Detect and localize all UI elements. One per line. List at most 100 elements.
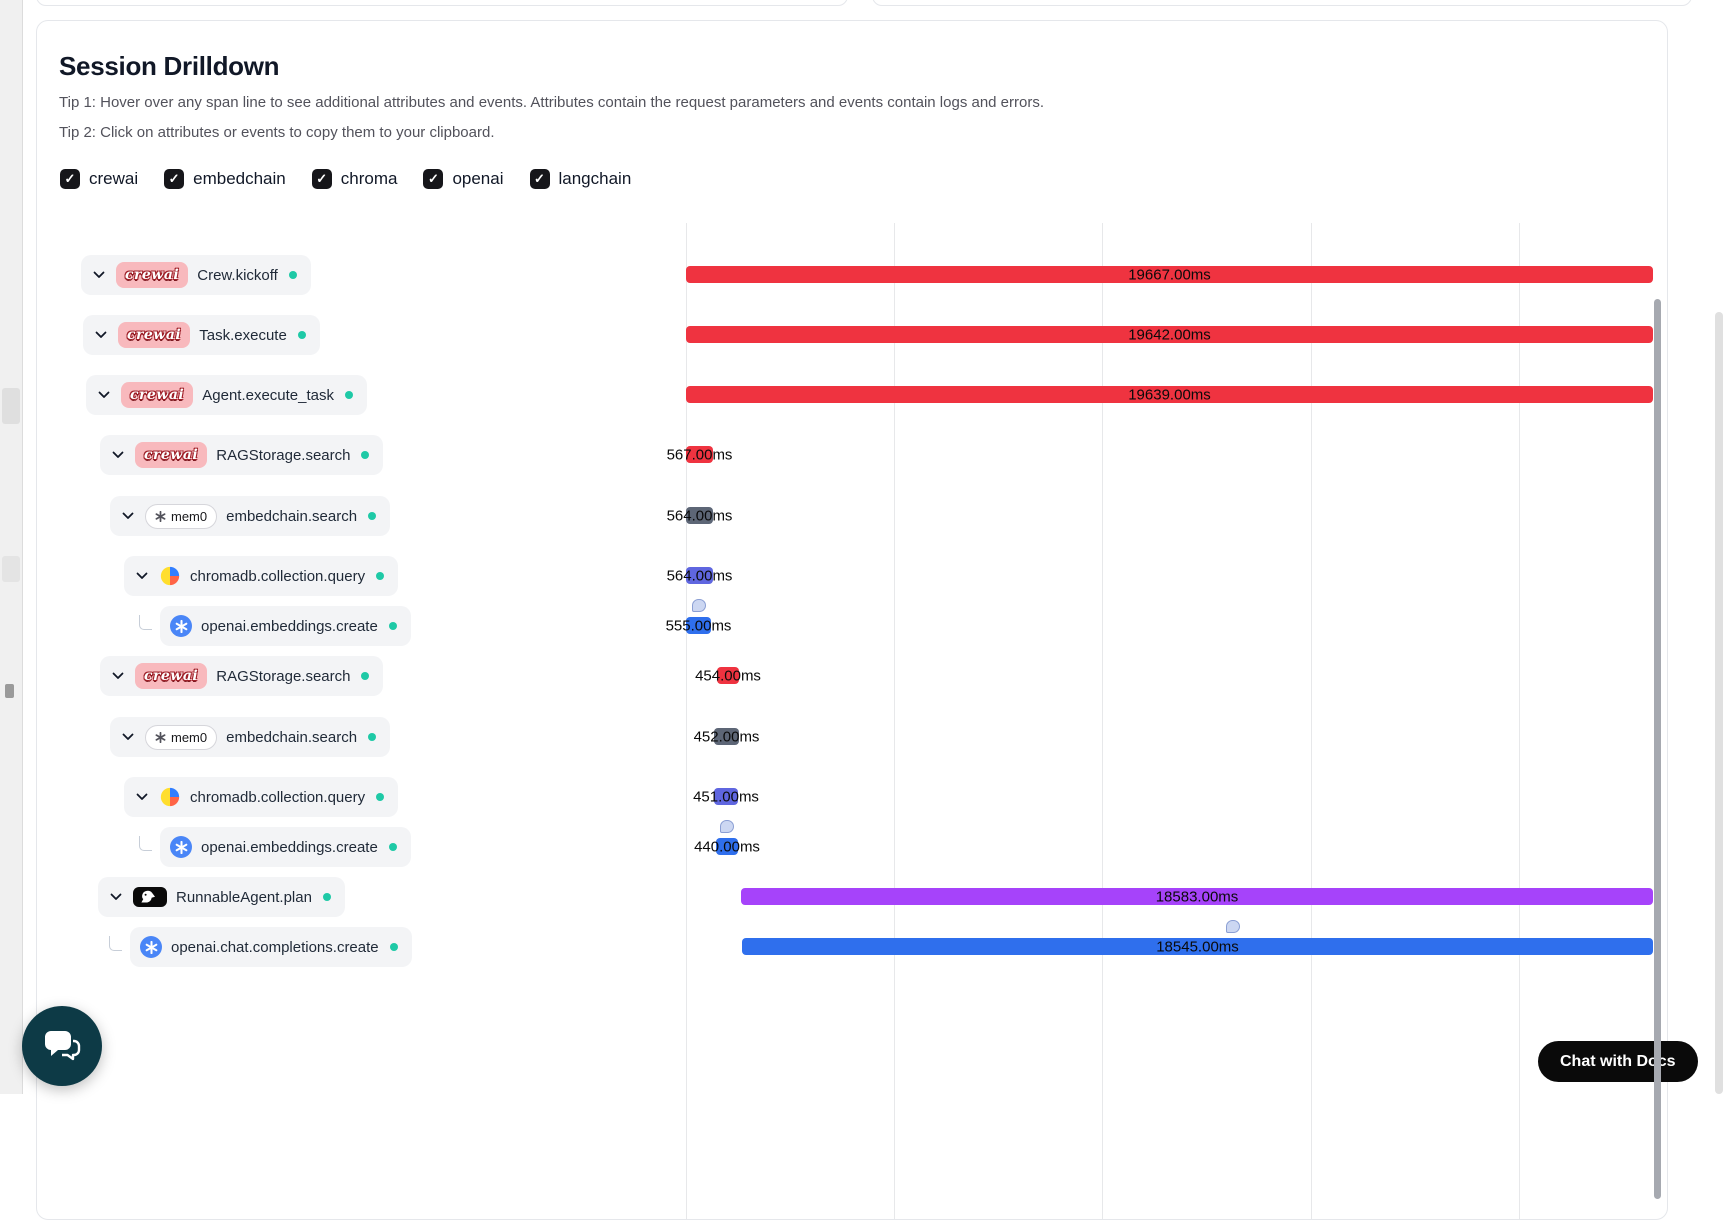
checkbox-checked-icon[interactable]	[164, 169, 184, 189]
span-name: Crew.kickoff	[197, 267, 278, 284]
trace-row: openai.embeddings.create 555.00ms	[37, 606, 1668, 646]
event-bubble-icon[interactable]	[720, 820, 734, 833]
trace-row: chromadb.collection.query 564.00ms	[37, 556, 1668, 596]
trace-row: crewai Agent.execute_task 19639.00ms	[37, 375, 1668, 415]
span-bar[interactable]: 19639.00ms	[686, 386, 1653, 403]
status-dot	[376, 572, 384, 580]
filter-chroma[interactable]: chroma	[312, 169, 398, 189]
openai-logo-icon	[170, 615, 192, 637]
checkbox-checked-icon[interactable]	[423, 169, 443, 189]
status-dot	[390, 943, 398, 951]
tip-text-2: Tip 2: Click on attributes or events to …	[59, 124, 494, 141]
chevron-down-icon[interactable]	[91, 267, 107, 283]
filter-label: langchain	[559, 169, 632, 189]
span-name: openai.chat.completions.create	[171, 939, 379, 956]
status-dot	[389, 843, 397, 851]
span-row-pill[interactable]: openai.embeddings.create	[160, 827, 411, 867]
span-row-pill[interactable]: openai.embeddings.create	[160, 606, 411, 646]
trace-row: chromadb.collection.query 451.00ms	[37, 777, 1668, 817]
span-duration: 567.00ms	[667, 446, 733, 463]
span-bar[interactable]: 564.00ms	[686, 567, 713, 584]
status-dot	[361, 451, 369, 459]
span-row-pill[interactable]: crewai Crew.kickoff	[81, 255, 311, 295]
crewai-logo-text: crewai	[144, 668, 198, 684]
span-duration: 18545.00ms	[1156, 938, 1239, 955]
trace-row: mem0 embedchain.search 452.00ms	[37, 717, 1668, 757]
span-bar[interactable]: 454.00ms	[717, 667, 739, 684]
span-row-pill[interactable]: mem0 embedchain.search	[110, 496, 390, 536]
chat-widget-button[interactable]	[22, 1006, 102, 1086]
chat-with-docs-button[interactable]: Chat with Docs	[1538, 1041, 1698, 1082]
status-dot	[345, 391, 353, 399]
span-name: Agent.execute_task	[202, 387, 334, 404]
span-bar[interactable]: 452.00ms	[714, 728, 739, 745]
checkbox-checked-icon[interactable]	[312, 169, 332, 189]
filter-openai[interactable]: openai	[423, 169, 503, 189]
tip-text-1: Tip 1: Hover over any span line to see a…	[59, 94, 1044, 111]
checkbox-checked-icon[interactable]	[530, 169, 550, 189]
background-page-strip	[0, 0, 23, 1094]
span-duration: 452.00ms	[694, 728, 760, 745]
trace-row: crewai Task.execute 19642.00ms	[37, 315, 1668, 355]
chroma-logo-icon	[159, 565, 181, 587]
chroma-logo-icon	[159, 786, 181, 808]
page-title: Session Drilldown	[59, 51, 279, 82]
status-dot	[323, 893, 331, 901]
span-bar[interactable]: 19667.00ms	[686, 266, 1653, 283]
filter-embedchain[interactable]: embedchain	[164, 169, 286, 189]
chevron-down-icon[interactable]	[110, 668, 126, 684]
trace-row: openai.chat.completions.create 18545.00m…	[37, 927, 1668, 967]
crewai-logo-text: crewai	[127, 327, 181, 343]
clipped-background-element	[2, 556, 20, 582]
span-bar[interactable]: 440.00ms	[716, 838, 738, 855]
openai-logo-icon	[140, 936, 162, 958]
trace-row: crewai RAGStorage.search 454.00ms	[37, 656, 1668, 696]
chevron-down-icon[interactable]	[134, 568, 150, 584]
span-bar[interactable]: 451.00ms	[714, 788, 738, 805]
filter-langchain[interactable]: langchain	[530, 169, 632, 189]
status-dot	[289, 271, 297, 279]
span-duration: 564.00ms	[667, 567, 733, 584]
chevron-down-icon[interactable]	[120, 508, 136, 524]
chevron-down-icon[interactable]	[93, 327, 109, 343]
panel-scrollbar-thumb[interactable]	[1654, 299, 1661, 1199]
span-bar[interactable]: 555.00ms	[686, 617, 711, 634]
span-duration: 18583.00ms	[1156, 888, 1239, 905]
span-row-pill[interactable]: crewai RAGStorage.search	[100, 435, 383, 475]
span-row-pill[interactable]: RunnableAgent.plan	[98, 877, 345, 917]
span-bar[interactable]: 18545.00ms	[742, 938, 1653, 955]
chevron-down-icon[interactable]	[134, 789, 150, 805]
chevron-down-icon[interactable]	[120, 729, 136, 745]
chevron-down-icon[interactable]	[110, 447, 126, 463]
mem0-logo-text: mem0	[171, 509, 207, 524]
span-row-pill[interactable]: chromadb.collection.query	[124, 777, 398, 817]
span-duration: 440.00ms	[694, 838, 760, 855]
span-row-pill[interactable]: crewai Task.execute	[83, 315, 320, 355]
span-bar[interactable]: 564.00ms	[686, 507, 713, 524]
span-duration: 19667.00ms	[1128, 266, 1211, 283]
span-bar[interactable]: 19642.00ms	[686, 326, 1653, 343]
chevron-down-icon[interactable]	[96, 387, 112, 403]
status-dot	[368, 512, 376, 520]
span-row-pill[interactable]: crewai Agent.execute_task	[86, 375, 367, 415]
span-row-pill[interactable]: mem0 embedchain.search	[110, 717, 390, 757]
gear-icon	[155, 732, 166, 743]
span-duration: 564.00ms	[667, 507, 733, 524]
gear-icon	[155, 511, 166, 522]
span-duration: 19642.00ms	[1128, 326, 1211, 343]
filter-crewai[interactable]: crewai	[60, 169, 138, 189]
span-row-pill[interactable]: openai.chat.completions.create	[130, 927, 412, 967]
event-bubble-icon[interactable]	[1226, 920, 1240, 933]
span-row-pill[interactable]: chromadb.collection.query	[124, 556, 398, 596]
crewai-logo-badge: crewai	[121, 382, 193, 408]
span-name: embedchain.search	[226, 729, 357, 746]
filter-label: crewai	[89, 169, 138, 189]
page-scrollbar-thumb[interactable]	[1715, 312, 1723, 1094]
span-bar[interactable]: 567.00ms	[686, 446, 713, 463]
span-bar[interactable]: 18583.00ms	[741, 888, 1653, 905]
event-bubble-icon[interactable]	[692, 599, 706, 612]
chevron-down-icon[interactable]	[108, 889, 124, 905]
span-row-pill[interactable]: crewai RAGStorage.search	[100, 656, 383, 696]
checkbox-checked-icon[interactable]	[60, 169, 80, 189]
span-duration: 19639.00ms	[1128, 386, 1211, 403]
